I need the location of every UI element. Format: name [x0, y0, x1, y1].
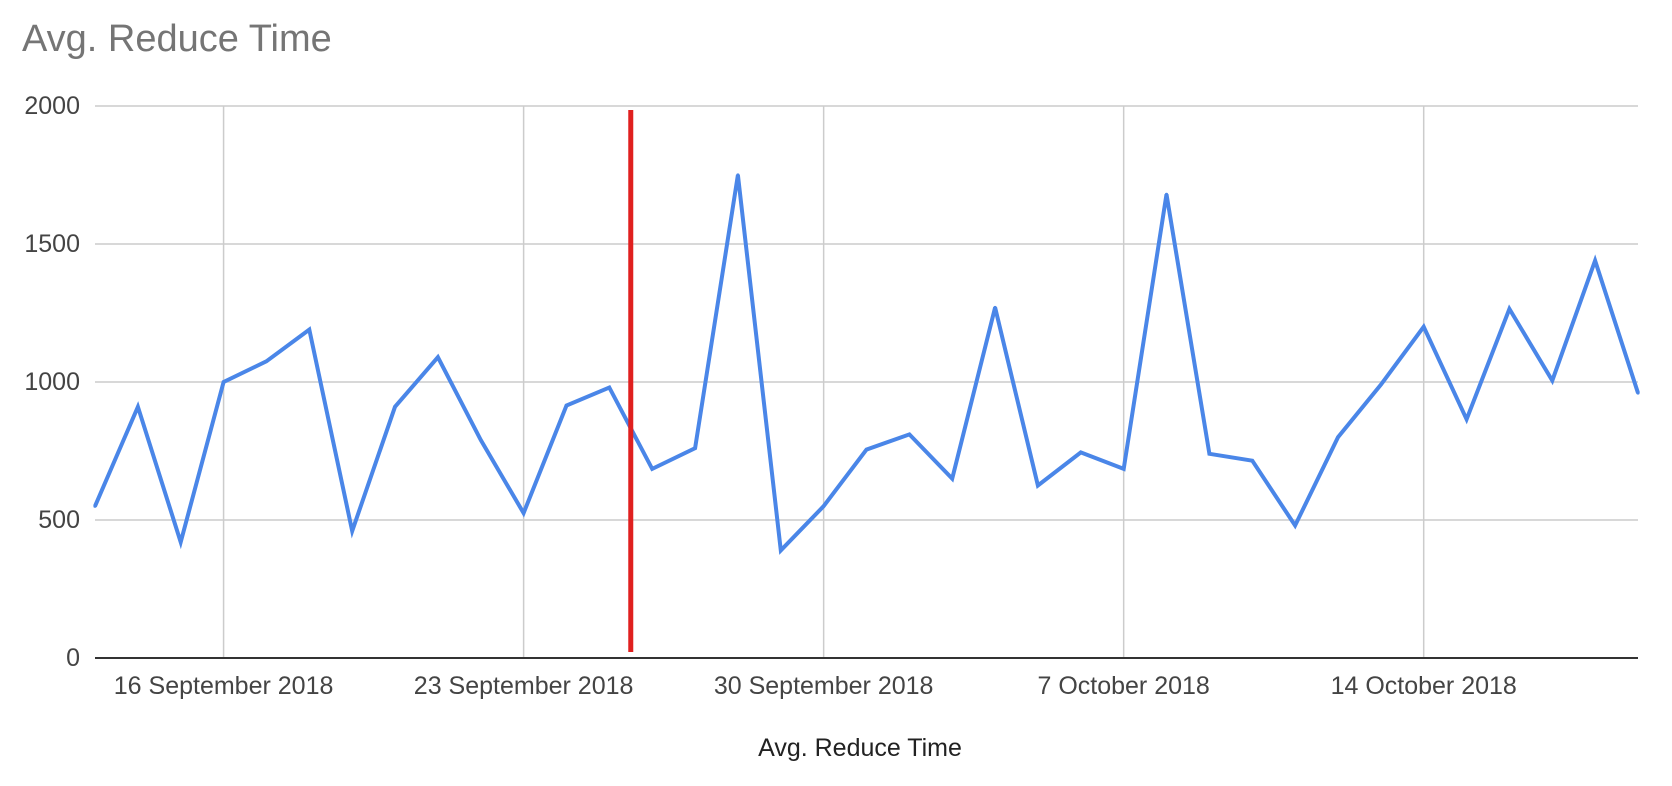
x-tick-label: 23 September 2018 [414, 672, 634, 700]
y-tick-label: 1000 [24, 368, 80, 396]
data-point [951, 477, 954, 480]
axis-layer: 0 500 1000 1500 2000 16 September 2018 23 Sept… [24, 92, 1638, 700]
data-point [1594, 259, 1597, 262]
data-point [136, 405, 139, 408]
y-tick-label: 2000 [24, 92, 80, 120]
data-point [1251, 459, 1254, 462]
data-point [1036, 484, 1039, 487]
data-point [651, 467, 654, 470]
data-point [736, 173, 739, 176]
data-point [565, 404, 568, 407]
data-point [265, 360, 268, 363]
data-point [1508, 307, 1511, 310]
series-layer [93, 173, 1639, 552]
data-point [1122, 467, 1125, 470]
x-tick-label: 16 September 2018 [114, 672, 334, 700]
y-tick-label: 1500 [24, 230, 80, 258]
data-point [1208, 452, 1211, 455]
data-point [308, 328, 311, 331]
data-point [608, 386, 611, 389]
data-point [993, 306, 996, 309]
data-point [522, 511, 525, 514]
data-point [1636, 391, 1639, 394]
data-point [1379, 383, 1382, 386]
data-point [479, 438, 482, 441]
data-point [693, 447, 696, 450]
x-axis-title: Avg. Reduce Time [758, 734, 962, 762]
data-point [179, 540, 182, 543]
data-point [822, 505, 825, 508]
data-point [436, 356, 439, 359]
grid-layer [95, 106, 1638, 658]
data-point [393, 405, 396, 408]
data-point [779, 549, 782, 552]
series-line [95, 175, 1638, 550]
data-point [1079, 451, 1082, 454]
data-point [1551, 379, 1554, 382]
data-point [1336, 436, 1339, 439]
data-point [93, 505, 96, 508]
x-tick-label: 7 October 2018 [1037, 672, 1209, 700]
data-point [1465, 418, 1468, 421]
y-tick-label: 500 [38, 506, 80, 534]
data-point [351, 529, 354, 532]
x-tick-label: 30 September 2018 [714, 672, 934, 700]
data-point [1165, 193, 1168, 196]
data-point [865, 448, 868, 451]
x-tick-label: 14 October 2018 [1331, 672, 1517, 700]
data-point [1294, 524, 1297, 527]
data-point [908, 433, 911, 436]
y-tick-label: 0 [66, 644, 80, 672]
data-point [222, 380, 225, 383]
data-point [1422, 325, 1425, 328]
